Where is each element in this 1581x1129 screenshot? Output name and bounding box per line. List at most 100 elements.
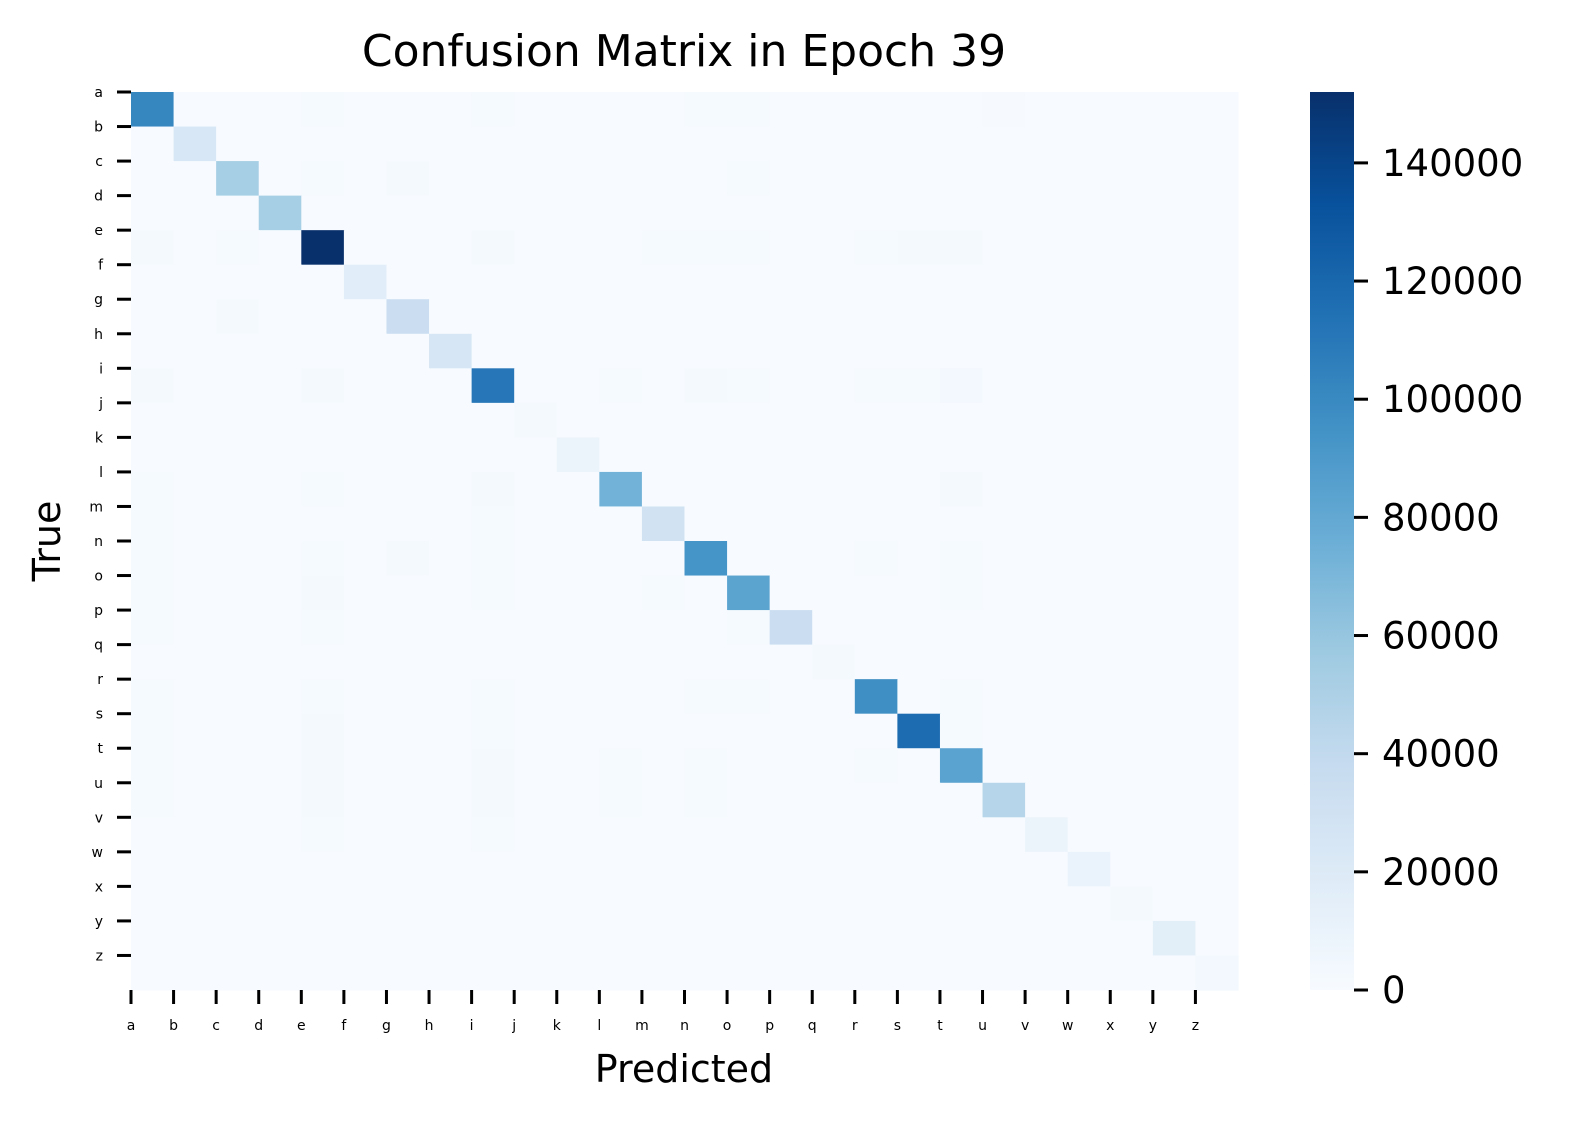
heatmap-cell-n-g bbox=[386, 541, 430, 577]
heatmap-cell-h-a bbox=[131, 333, 175, 369]
heatmap-cell-c-g bbox=[386, 161, 430, 197]
heatmap-cell-l-f bbox=[343, 471, 388, 508]
heatmap-cell-j-e bbox=[301, 402, 345, 438]
y-tick-label-s: s bbox=[96, 707, 103, 723]
heatmap-cell-j-f bbox=[343, 402, 388, 438]
heatmap-cell-m-a bbox=[131, 506, 175, 542]
heatmap-cell-l-q bbox=[812, 471, 856, 508]
heatmap-cell-r-q bbox=[812, 679, 856, 715]
heatmap-cell-u-l bbox=[599, 782, 643, 818]
heatmap-cell-t-z bbox=[1195, 748, 1239, 784]
heatmap-cell-h-z bbox=[1195, 333, 1239, 369]
heatmap-cell-d-e bbox=[301, 195, 345, 231]
heatmap-cell-z-u bbox=[982, 955, 1026, 991]
heatmap-cell-z-e bbox=[301, 955, 345, 991]
heatmap-cell-w-v bbox=[1025, 851, 1069, 887]
heatmap-cell-h-u bbox=[982, 333, 1026, 369]
heatmap-cell-k-c bbox=[216, 437, 260, 473]
heatmap-cell-e-e bbox=[301, 230, 345, 266]
heatmap-cell-t-f bbox=[343, 748, 388, 784]
heatmap-cell-i-q bbox=[812, 368, 856, 404]
heatmap-cell-k-m bbox=[641, 437, 686, 473]
heatmap-cell-y-i bbox=[471, 920, 515, 957]
heatmap-cell-l-v bbox=[1025, 471, 1069, 508]
heatmap-cell-w-l bbox=[599, 851, 643, 887]
colorbar-tick-label-140000: 140000 bbox=[1382, 142, 1523, 185]
heatmap-cell-b-r bbox=[854, 126, 898, 162]
heatmap-cell-t-d bbox=[258, 748, 302, 784]
heatmap-cell-u-u bbox=[982, 782, 1026, 818]
heatmap-cell-x-r bbox=[854, 886, 898, 922]
heatmap-cell-w-c bbox=[216, 851, 260, 887]
heatmap-cell-f-k bbox=[556, 264, 600, 300]
heatmap-cell-b-a bbox=[131, 126, 175, 162]
heatmap-cell-b-i bbox=[471, 126, 515, 162]
heatmap-cell-b-u bbox=[982, 126, 1026, 162]
heatmap-cell-o-c bbox=[216, 575, 260, 611]
heatmap-cell-m-g bbox=[386, 506, 430, 542]
heatmap-cell-v-m bbox=[641, 817, 686, 853]
heatmap-cell-u-f bbox=[343, 782, 388, 818]
heatmap-cell-y-d bbox=[258, 920, 302, 957]
heatmap-cell-v-q bbox=[812, 817, 856, 853]
heatmap-cell-r-j bbox=[514, 679, 558, 715]
heatmap-cell-c-k bbox=[556, 161, 600, 197]
heatmap-cell-r-t bbox=[939, 679, 984, 715]
heatmap-cell-j-d bbox=[258, 402, 302, 438]
y-tick-label-j: j bbox=[98, 396, 103, 412]
heatmap-cell-o-g bbox=[386, 575, 430, 611]
x-axis-label: Predicted bbox=[595, 1047, 773, 1091]
heatmap-cell-d-j bbox=[514, 195, 558, 231]
heatmap-cell-c-n bbox=[684, 161, 728, 197]
heatmap-cell-q-t bbox=[939, 644, 984, 680]
heatmap-cell-m-k bbox=[556, 506, 600, 542]
heatmap-cell-m-i bbox=[471, 506, 515, 542]
heatmap-cell-z-w bbox=[1067, 955, 1111, 991]
heatmap-cell-e-q bbox=[812, 230, 856, 266]
heatmap-cell-f-l bbox=[599, 264, 643, 300]
heatmap-cell-y-u bbox=[982, 920, 1026, 957]
heatmap-cell-n-z bbox=[1195, 541, 1239, 577]
heatmap-cell-g-i bbox=[471, 299, 515, 335]
heatmap-cell-g-b bbox=[173, 299, 217, 335]
y-tick-label-u: u bbox=[94, 776, 103, 792]
heatmap-cell-b-o bbox=[727, 126, 771, 162]
heatmap-cell-r-k bbox=[556, 679, 600, 715]
heatmap-cell-i-p bbox=[769, 368, 813, 404]
heatmap-cell-z-l bbox=[599, 955, 643, 991]
heatmap-cell-g-f bbox=[343, 299, 388, 335]
heatmap-cell-r-b bbox=[173, 679, 217, 715]
heatmap-cell-c-q bbox=[812, 161, 856, 197]
heatmap-cell-h-x bbox=[1110, 333, 1154, 369]
y-tick-label-o: o bbox=[94, 569, 103, 585]
heatmap-cell-o-t bbox=[939, 575, 984, 611]
heatmap-cell-c-w bbox=[1067, 161, 1111, 197]
y-tick-label-h: h bbox=[94, 327, 103, 343]
heatmap-cell-f-t bbox=[939, 264, 984, 300]
y-tick-label-n: n bbox=[94, 534, 103, 550]
heatmap-cell-h-t bbox=[939, 333, 984, 369]
heatmap-cell-n-o bbox=[727, 541, 771, 577]
heatmap-cell-x-i bbox=[471, 886, 515, 922]
heatmap-cell-h-f bbox=[343, 333, 388, 369]
heatmap-cell-a-x bbox=[1110, 92, 1154, 128]
heatmap-cell-x-y bbox=[1152, 886, 1197, 922]
heatmap-cell-o-j bbox=[514, 575, 558, 611]
heatmap-cell-h-j bbox=[514, 333, 558, 369]
heatmap-cell-i-k bbox=[556, 368, 600, 404]
heatmap-cell-z-x bbox=[1110, 955, 1154, 991]
heatmap-cell-g-q bbox=[812, 299, 856, 335]
chart-title: Confusion Matrix in Epoch 39 bbox=[362, 26, 1006, 77]
heatmap-cell-b-k bbox=[556, 126, 600, 162]
heatmap-cell-a-b bbox=[173, 92, 217, 128]
heatmap-cell-q-g bbox=[386, 644, 430, 680]
heatmap-cell-k-k bbox=[556, 437, 600, 473]
heatmap-cell-o-i bbox=[471, 575, 515, 611]
heatmap-cell-y-o bbox=[727, 920, 771, 957]
heatmap-cell-s-u bbox=[982, 713, 1026, 749]
heatmap-cell-w-r bbox=[854, 851, 898, 887]
heatmap-cell-m-t bbox=[939, 506, 984, 542]
heatmap-cell-t-n bbox=[684, 748, 728, 784]
heatmap-cell-v-o bbox=[727, 817, 771, 853]
heatmap-cell-j-s bbox=[897, 402, 941, 438]
